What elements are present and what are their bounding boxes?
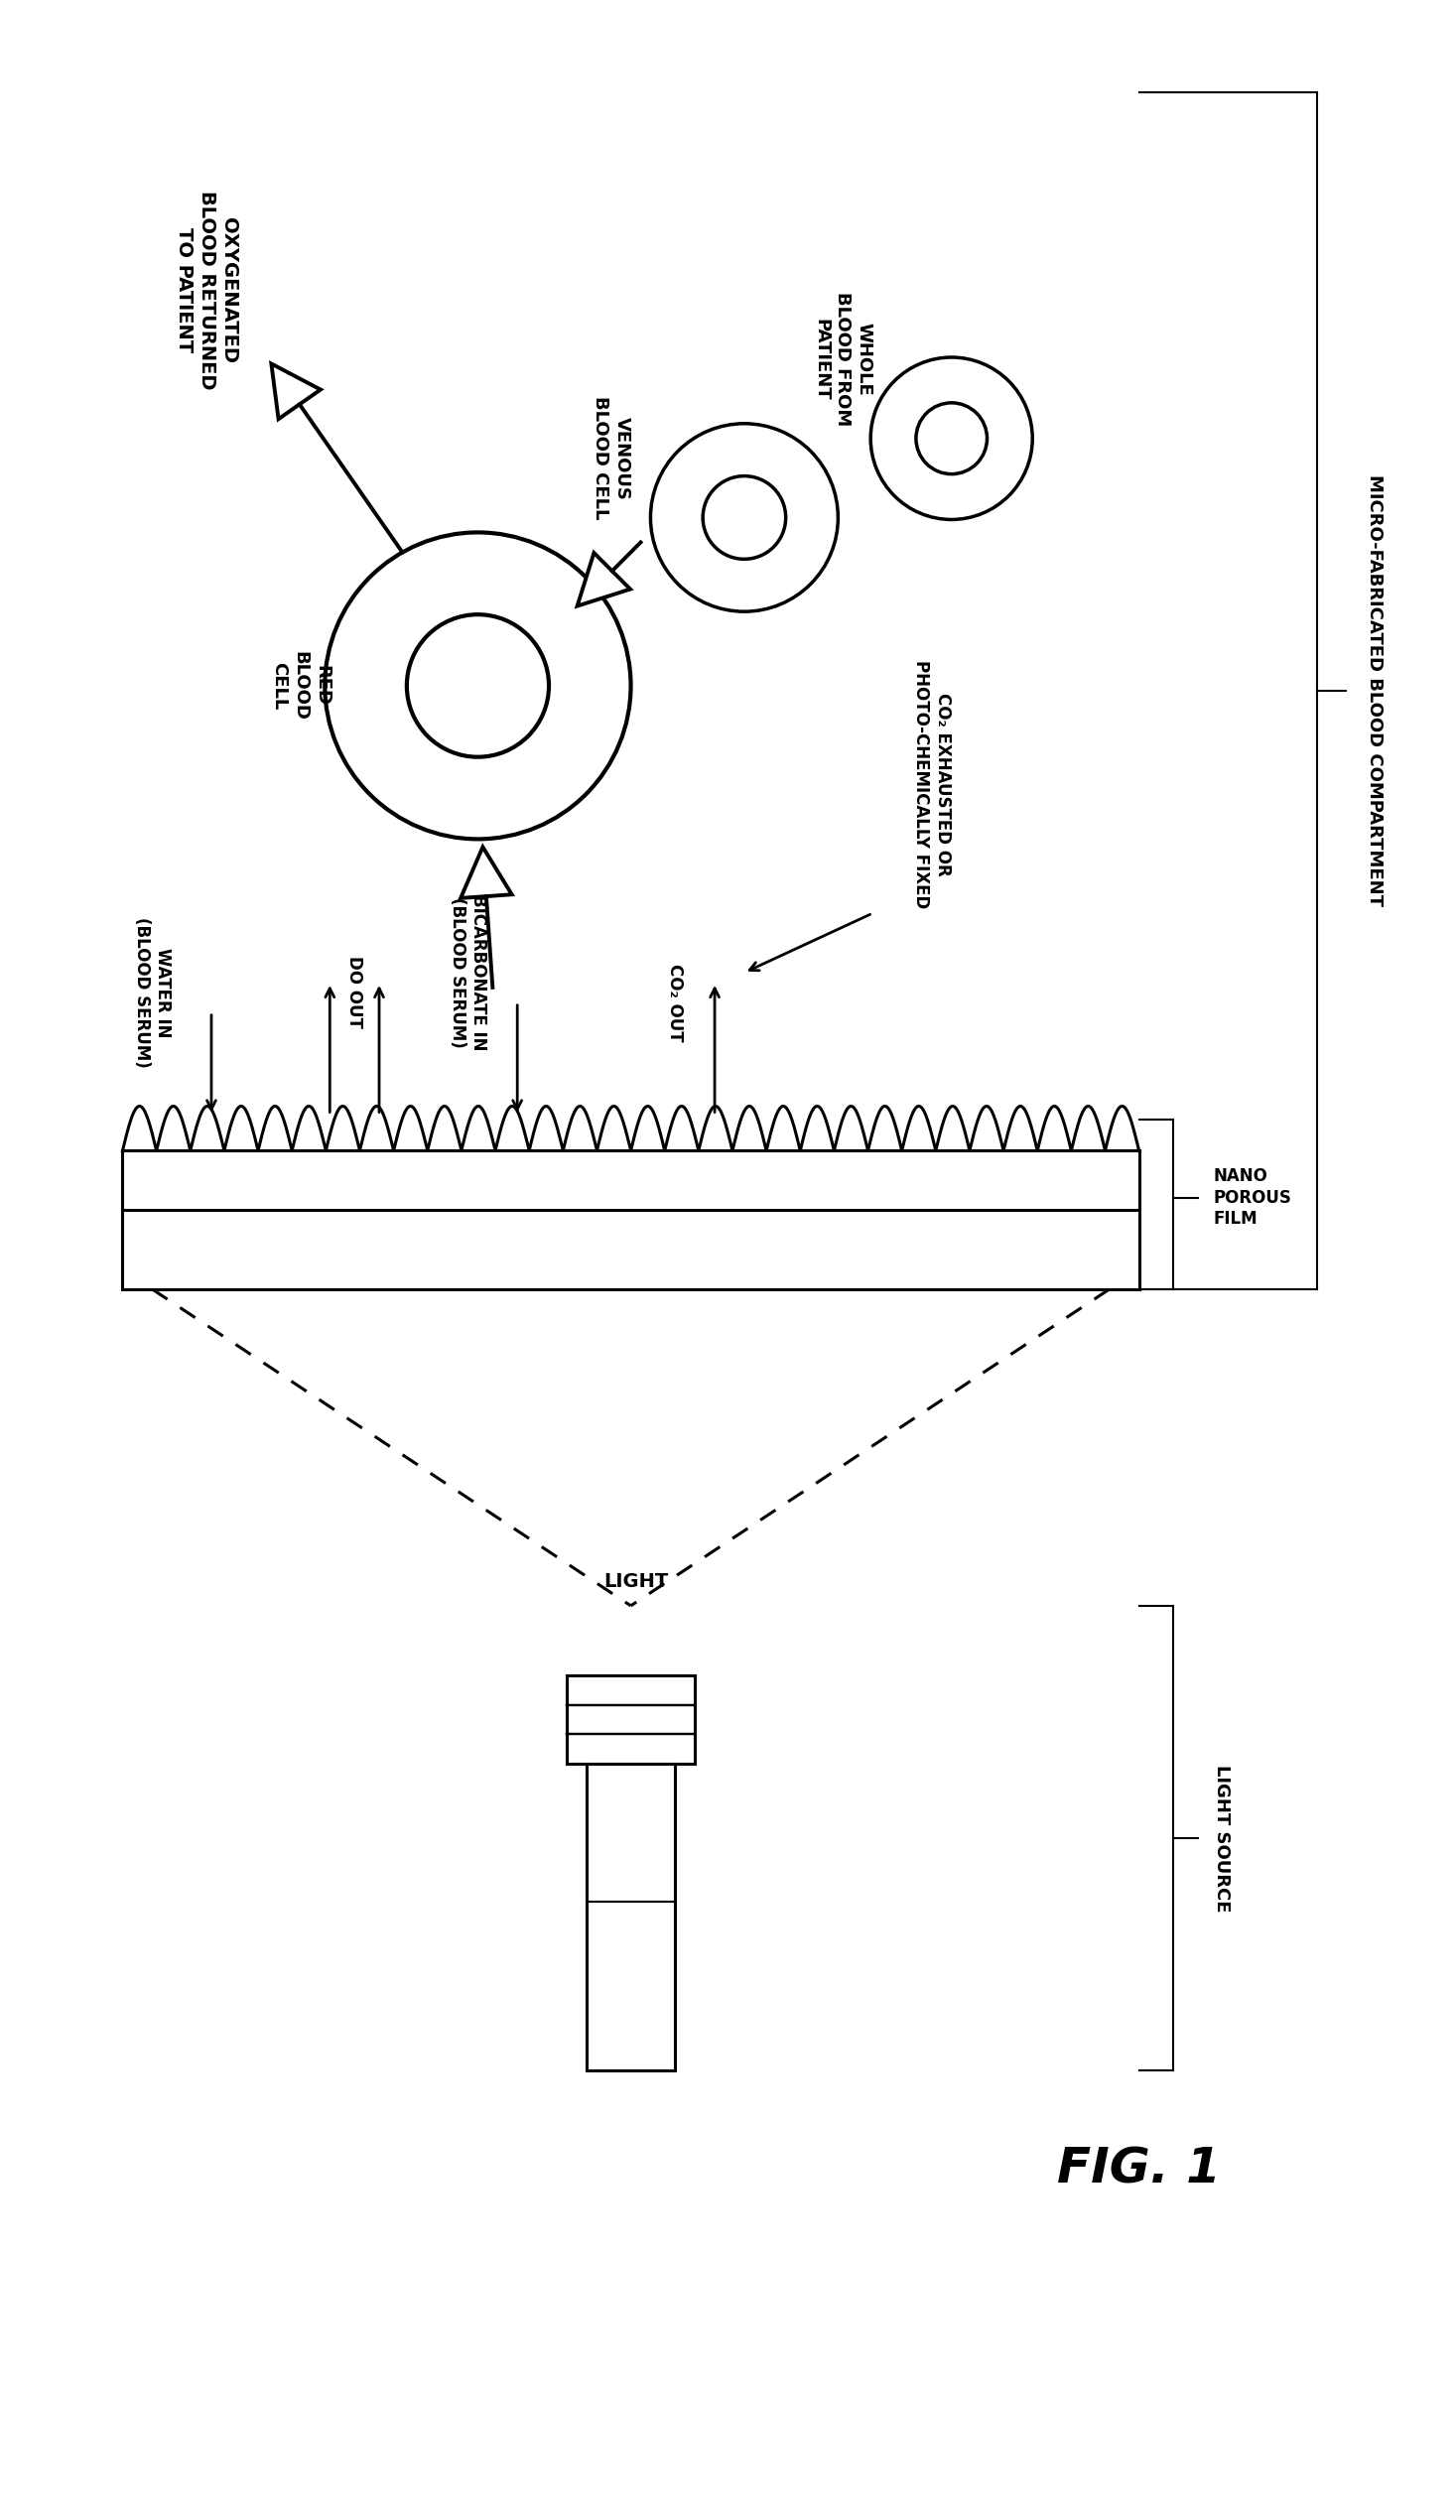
Bar bbox=[587, 1764, 676, 2071]
Text: CO₂ EXHAUSTED OR
PHOTO-CHEMICALLY FIXED: CO₂ EXHAUSTED OR PHOTO-CHEMICALLY FIXED bbox=[913, 660, 951, 910]
Text: DO OUT: DO OUT bbox=[345, 955, 364, 1028]
Text: NANO
POROUS
FILM: NANO POROUS FILM bbox=[1213, 1167, 1291, 1227]
Text: FIG. 1: FIG. 1 bbox=[1057, 2147, 1220, 2192]
Text: VENOUS
BLOOD CELL: VENOUS BLOOD CELL bbox=[591, 396, 630, 519]
Text: BICARBONATE IN
(BLOOD SERUM): BICARBONATE IN (BLOOD SERUM) bbox=[448, 895, 488, 1051]
Text: LIGHT: LIGHT bbox=[603, 1572, 668, 1590]
Text: OXYGENATED
BLOOD RETURNED
TO PATIENT: OXYGENATED BLOOD RETURNED TO PATIENT bbox=[175, 192, 239, 391]
Bar bbox=[566, 1676, 695, 1764]
Text: WATER IN
(BLOOD SERUM): WATER IN (BLOOD SERUM) bbox=[132, 917, 172, 1068]
Text: RED
BLOOD
CELL: RED BLOOD CELL bbox=[269, 650, 331, 721]
Bar bbox=[122, 1152, 1139, 1290]
Polygon shape bbox=[460, 847, 513, 897]
Text: WHOLE
BLOOD FROM
PATIENT: WHOLE BLOOD FROM PATIENT bbox=[812, 292, 874, 426]
Text: MICRO-FABRICATED BLOOD COMPARTMENT: MICRO-FABRICATED BLOOD COMPARTMENT bbox=[1366, 474, 1383, 907]
Polygon shape bbox=[271, 363, 320, 418]
Polygon shape bbox=[577, 552, 630, 605]
Text: LIGHT SOURCE: LIGHT SOURCE bbox=[1213, 1764, 1230, 1913]
Text: CO₂ OUT: CO₂ OUT bbox=[667, 963, 684, 1041]
